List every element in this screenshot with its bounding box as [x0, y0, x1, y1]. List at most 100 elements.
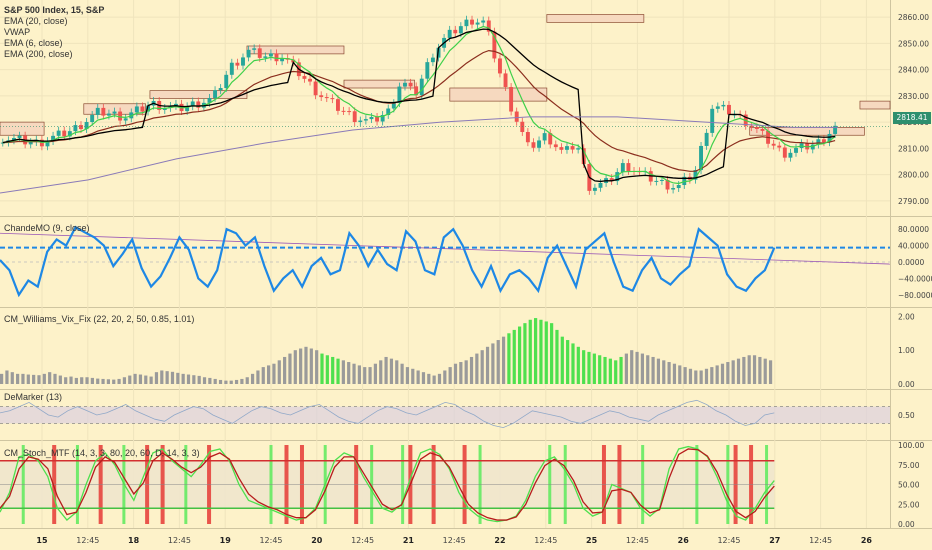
price-tick-label: 2850.00: [898, 39, 929, 48]
candle-body: [671, 188, 676, 190]
candle-body: [319, 95, 324, 98]
candle-body: [95, 107, 100, 115]
vix-bar: [656, 358, 661, 384]
vix-bar: [405, 367, 410, 384]
candle-body: [408, 82, 413, 87]
vix-bar: [240, 378, 244, 384]
time-tick-label: 22: [494, 536, 505, 545]
candle-body: [140, 106, 145, 112]
time-tick-label: 12:45: [626, 536, 649, 545]
candle-body: [73, 125, 78, 132]
vix-bar: [122, 377, 127, 384]
candle-body: [62, 130, 67, 137]
candle-body: [620, 163, 625, 173]
chande-tick-label: −40.0000: [898, 274, 932, 283]
candle-body: [771, 143, 776, 146]
vix-legend[interactable]: CM_Williams_Vix_Fix (22, 20, 2, 50, 0.85…: [4, 314, 195, 324]
legend-vwap[interactable]: VWAP: [4, 27, 31, 37]
chande-legend[interactable]: ChandeMO (9, close): [4, 223, 90, 233]
legend-ema200[interactable]: EMA (200, close): [4, 49, 73, 59]
legend-ema20[interactable]: EMA (20, close): [4, 16, 68, 26]
vix-bar: [726, 362, 730, 384]
symbol-title[interactable]: S&P 500 Index, 15, S&P: [4, 5, 105, 15]
candle-body: [12, 137, 16, 141]
ema20-line: [2, 50, 836, 172]
candle-body: [548, 133, 553, 145]
vix-bar: [96, 378, 100, 384]
stoch-legend[interactable]: CM_Stoch_MTF (14, 3, 3, 80, 20, 60, D, 1…: [4, 448, 200, 458]
candle-body: [352, 111, 357, 123]
candle-body: [45, 141, 50, 147]
candle-body: [598, 182, 603, 188]
candle-body: [470, 19, 474, 25]
candle-body: [777, 145, 782, 148]
candle-body: [727, 104, 731, 115]
vix-bar: [213, 378, 217, 384]
vix-bar: [619, 356, 623, 384]
vix-bar: [683, 367, 687, 384]
vix-bar: [331, 356, 335, 384]
candle-body: [190, 101, 195, 107]
candle-body: [106, 113, 111, 116]
candle-body: [84, 121, 89, 130]
candle-body: [347, 111, 352, 113]
candle-body: [90, 114, 95, 122]
time-axis: [0, 529, 932, 550]
vix-bar: [352, 363, 356, 384]
vix-bar: [229, 380, 233, 384]
candle-body: [827, 133, 832, 143]
ema200-line: [0, 116, 838, 194]
candle-body: [659, 179, 664, 181]
vix-bar: [560, 336, 564, 384]
vix-tick-label: 0.00: [898, 380, 915, 389]
vix-bar: [688, 368, 693, 384]
candle-body: [118, 111, 123, 121]
vix-bar: [432, 375, 436, 384]
resistance-zone: [0, 121, 45, 136]
candle-body: [665, 179, 670, 190]
time-tick-label: 12:45: [76, 536, 99, 545]
time-tick-label: 19: [220, 536, 232, 545]
chande-line: [0, 225, 776, 298]
vix-bar: [149, 376, 153, 384]
vix-bar: [453, 363, 458, 384]
candle-body: [274, 53, 279, 62]
legend-ema6[interactable]: EMA (6, close): [4, 38, 63, 48]
demarker-legend[interactable]: DeMarker (13): [4, 392, 63, 402]
resistance-zone: [859, 100, 891, 110]
vix-bar: [651, 356, 655, 384]
vix-bar: [501, 336, 506, 384]
candle-body: [67, 131, 72, 137]
vix-bar: [496, 340, 500, 384]
vix-bar: [587, 351, 591, 384]
demarker-line: [0, 399, 775, 429]
vix-bar: [544, 321, 548, 384]
vix-bar: [571, 343, 575, 384]
candle-body: [626, 163, 631, 171]
vix-bar: [133, 373, 137, 384]
candle-body: [704, 132, 709, 146]
vix-bar: [176, 372, 180, 384]
candle-body: [710, 108, 715, 133]
vix-bar: [368, 367, 372, 384]
time-tick-label: 12:45: [168, 536, 191, 545]
vix-bar: [736, 358, 741, 384]
candle-body: [313, 81, 318, 96]
candle-body: [246, 49, 251, 58]
price-tick-label: 2840.00: [898, 66, 929, 75]
vix-bar: [731, 360, 735, 384]
vix-bar: [768, 360, 773, 384]
candle-body: [458, 26, 463, 34]
candle-body: [760, 129, 765, 131]
vix-bar: [608, 358, 612, 384]
candle-body: [654, 180, 659, 182]
vix-bar: [32, 374, 36, 384]
chande-tick-label: 80.0000: [898, 225, 929, 234]
vix-bar: [293, 350, 297, 384]
candle-body: [185, 106, 190, 112]
time-tick-label: 12:45: [351, 536, 374, 545]
resistance-zone: [546, 14, 645, 23]
time-tick-label: 12:45: [717, 536, 740, 545]
candle-body: [414, 86, 419, 96]
